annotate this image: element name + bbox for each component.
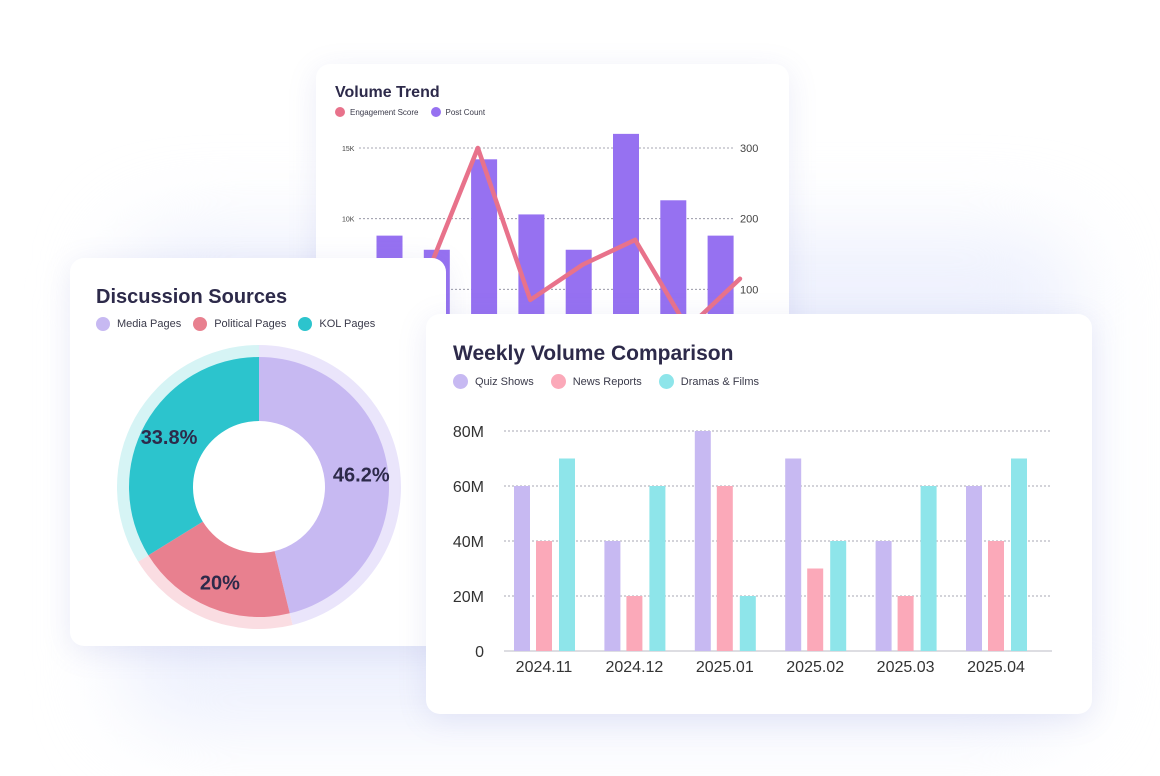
left-axis-tick-label: 15K xyxy=(342,146,355,153)
x-axis-tick-label: 2025.03 xyxy=(877,659,935,676)
dramas-films-swatch xyxy=(658,374,674,389)
dramas-films-bar xyxy=(1011,458,1027,651)
news-reports-bar xyxy=(536,541,552,651)
dramas-films-bar xyxy=(559,458,575,651)
legend-label-quiz-shows: Quiz Shows xyxy=(475,375,534,388)
y-axis-tick-label: 60M xyxy=(453,479,484,496)
legend-label-kol-pages: KOL Pages xyxy=(319,318,376,330)
quiz-shows-bar xyxy=(694,431,711,651)
discussion-sources-card: Discussion Sources Media Pages Political… xyxy=(70,258,446,646)
quiz-shows-swatch xyxy=(453,374,468,389)
quiz-shows-bar xyxy=(604,541,621,651)
donut-slice-political-pages xyxy=(148,521,290,617)
legend-label-political-pages: Political Pages xyxy=(214,318,287,330)
donut-label-media-pages: 46.2% xyxy=(333,465,390,487)
donut-slice-media-pages xyxy=(259,357,389,614)
volume-trend-plot: 15K10K5k3002001000 xyxy=(342,133,758,367)
legend-label-news-reports: News Reports xyxy=(572,375,642,388)
quiz-shows-bar xyxy=(514,486,530,651)
news-reports-bar xyxy=(716,486,733,651)
post-count-swatch xyxy=(430,107,441,117)
legend-item-quiz-shows: Quiz Shows xyxy=(453,374,534,389)
weekly-volume-card: Weekly Volume Comparison Quiz Shows News… xyxy=(426,314,1092,714)
legend-item-engagement-score: Engagement Score xyxy=(335,107,419,117)
news-reports-bar xyxy=(807,568,824,651)
x-axis-tick-label: 2024.11 xyxy=(516,659,573,676)
quiz-shows-bar xyxy=(875,541,892,651)
media-pages-swatch xyxy=(96,317,110,331)
donut-label-kol-pages: 33.8% xyxy=(141,427,198,449)
legend-item-political-pages: Political Pages xyxy=(193,317,286,331)
x-axis-tick-label: 2025.01 xyxy=(696,659,754,676)
weekly-volume-plot: 80M 60M 40M 20M 0 2024.11 2024.12 2025.01 2025.0… xyxy=(453,424,1052,676)
news-reports-bar xyxy=(897,596,914,651)
quiz-shows-bar xyxy=(785,458,802,651)
donut-label-political-pages: 20% xyxy=(200,572,240,594)
y-axis-tick-label: 20M xyxy=(453,589,484,606)
news-reports-bar xyxy=(988,541,1004,651)
dramas-films-bar xyxy=(739,596,756,651)
weekly-volume-title: Weekly Volume Comparison xyxy=(453,342,734,365)
dramas-films-bar xyxy=(920,486,937,651)
legend-label-engagement-score: Engagement Score xyxy=(350,107,419,117)
legend-item-media-pages: Media Pages xyxy=(96,317,181,331)
donut-slice-kol-pages xyxy=(129,357,259,556)
volume-trend-legend: Engagement Score Post Count xyxy=(335,107,497,117)
x-axis-tick-label: 2025.02 xyxy=(786,659,844,676)
news-reports-bar xyxy=(626,596,643,651)
dramas-films-bar xyxy=(830,541,847,651)
x-axis-tick-label: 2024.12 xyxy=(605,659,663,676)
legend-label-media-pages: Media Pages xyxy=(117,318,182,330)
y-axis-tick-label: 0 xyxy=(475,644,484,661)
legend-item-post-count: Post Count xyxy=(430,107,486,117)
legend-item-dramas-films: Dramas & Films xyxy=(658,374,760,389)
y-axis-tick-label: 40M xyxy=(453,534,484,551)
right-axis-tick-label: 200 xyxy=(740,214,758,226)
discussion-sources-title: Discussion Sources xyxy=(96,286,288,308)
legend-item-kol-pages: KOL Pages xyxy=(298,317,375,331)
right-axis-tick-label: 100 xyxy=(740,284,758,296)
discussion-sources-legend: Media Pages Political Pages KOL Pages xyxy=(96,317,387,331)
legend-item-news-reports: News Reports xyxy=(550,374,642,389)
news-reports-swatch xyxy=(550,374,566,389)
y-axis-tick-label: 80M xyxy=(453,424,484,441)
x-axis-tick-label: 2025.04 xyxy=(967,659,1025,676)
engagement-score-line xyxy=(370,145,743,331)
legend-label-dramas-films: Dramas & Films xyxy=(680,375,760,388)
engagement-score-swatch xyxy=(335,107,345,117)
volume-trend-title: Volume Trend xyxy=(335,84,440,101)
left-axis-tick-label: 10K xyxy=(342,217,355,224)
quiz-shows-bar xyxy=(966,486,982,651)
weekly-volume-legend: Quiz Shows News Reports Dramas & Films xyxy=(453,374,776,389)
dramas-films-bar xyxy=(649,486,666,651)
legend-label-post-count: Post Count xyxy=(445,107,486,117)
kol-pages-swatch xyxy=(298,317,313,331)
donut-halo-kol-pages xyxy=(116,345,259,562)
discussion-sources-donut: 46.2% 20% 33.8% xyxy=(116,345,401,629)
right-axis-tick-label: 300 xyxy=(740,143,758,155)
political-pages-swatch xyxy=(193,317,208,331)
